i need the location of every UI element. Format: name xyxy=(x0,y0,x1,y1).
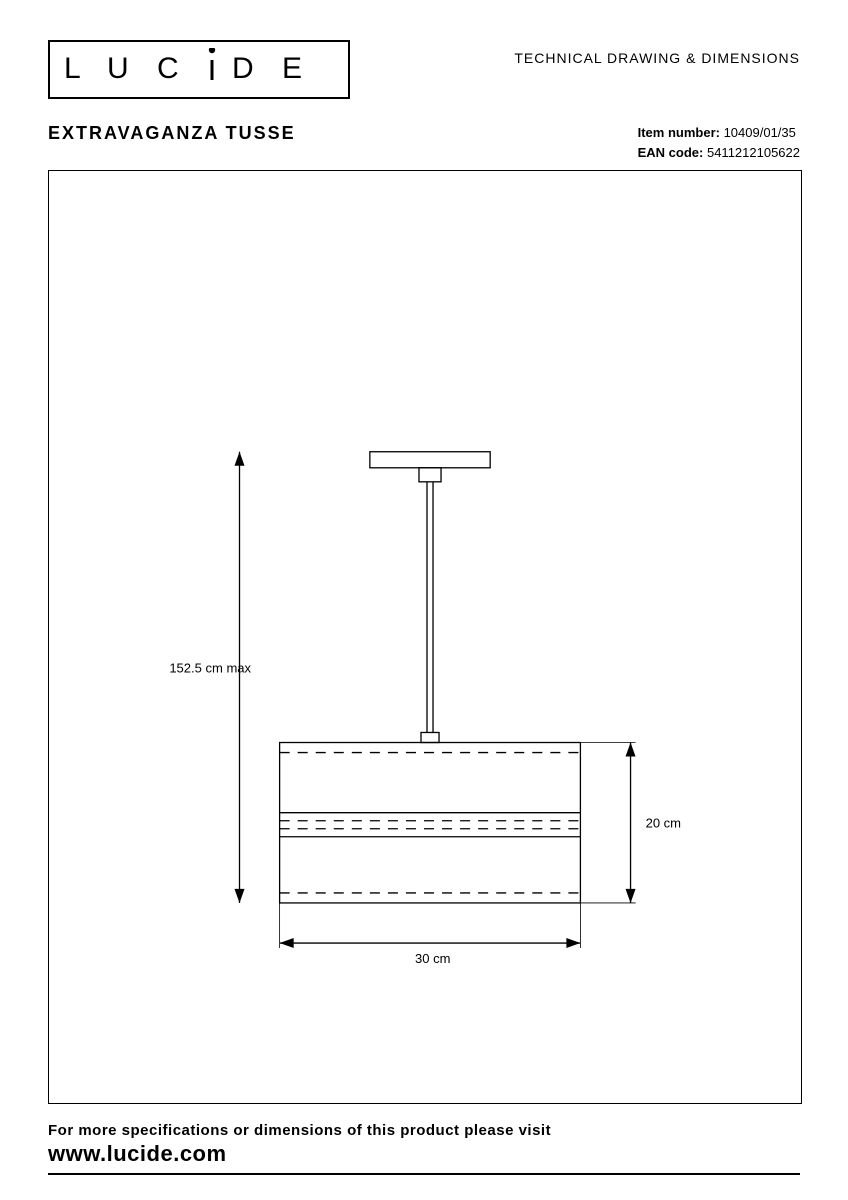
connector-rect xyxy=(419,468,441,482)
title-row: EXTRAVAGANZA TUSSE Item number: 10409/01… xyxy=(48,123,800,162)
dim-total-arrow-top xyxy=(234,452,244,466)
dim-total-label: 152.5 cm max xyxy=(169,660,251,675)
brand-logo: L U C D E xyxy=(48,40,350,99)
product-meta: Item number: 10409/01/35 EAN code: 54112… xyxy=(638,123,800,162)
logo-svg: L U C D E xyxy=(64,48,334,88)
canopy-rect xyxy=(370,452,490,468)
dim-shade-w-arrow-right xyxy=(566,938,580,948)
doc-type-label: TECHNICAL DRAWING & DIMENSIONS xyxy=(514,40,800,66)
dim-total-arrow-bottom xyxy=(234,889,244,903)
technical-drawing-svg: 152.5 cm max 20 cm 30 cm xyxy=(49,171,801,1103)
drawing-frame: 152.5 cm max 20 cm 30 cm xyxy=(48,170,802,1104)
dim-shade-h-arrow-top xyxy=(626,743,636,757)
shade-rect xyxy=(280,743,581,903)
svg-text:E: E xyxy=(282,52,322,85)
ean-row: EAN code: 5411212105622 xyxy=(638,143,800,163)
footer-text: For more specifications or dimensions of… xyxy=(48,1122,800,1139)
header-row: L U C D E TECHNICAL DRAWING & DIMENSIONS xyxy=(48,40,800,99)
svg-text:D: D xyxy=(232,52,274,85)
footer-rule xyxy=(48,1173,800,1175)
footer-url: www.lucide.com xyxy=(48,1141,800,1167)
svg-text:C: C xyxy=(157,52,199,85)
ean-value: 5411212105622 xyxy=(707,145,800,160)
product-name: EXTRAVAGANZA TUSSE xyxy=(48,123,296,144)
item-number-label: Item number: xyxy=(638,125,720,140)
dim-shade-h-label: 20 cm xyxy=(646,816,681,831)
dim-shade-w-arrow-left xyxy=(280,938,294,948)
rod-cap xyxy=(421,732,439,742)
svg-text:U: U xyxy=(107,52,149,85)
item-number-row: Item number: 10409/01/35 xyxy=(638,123,800,143)
svg-text:L: L xyxy=(64,52,101,85)
ean-label: EAN code: xyxy=(638,145,704,160)
page: L U C D E TECHNICAL DRAWING & DIMENSIONS… xyxy=(0,0,848,1200)
dim-shade-h-arrow-bottom xyxy=(626,889,636,903)
dim-shade-w-label: 30 cm xyxy=(415,951,450,966)
item-number-value: 10409/01/35 xyxy=(724,125,796,140)
